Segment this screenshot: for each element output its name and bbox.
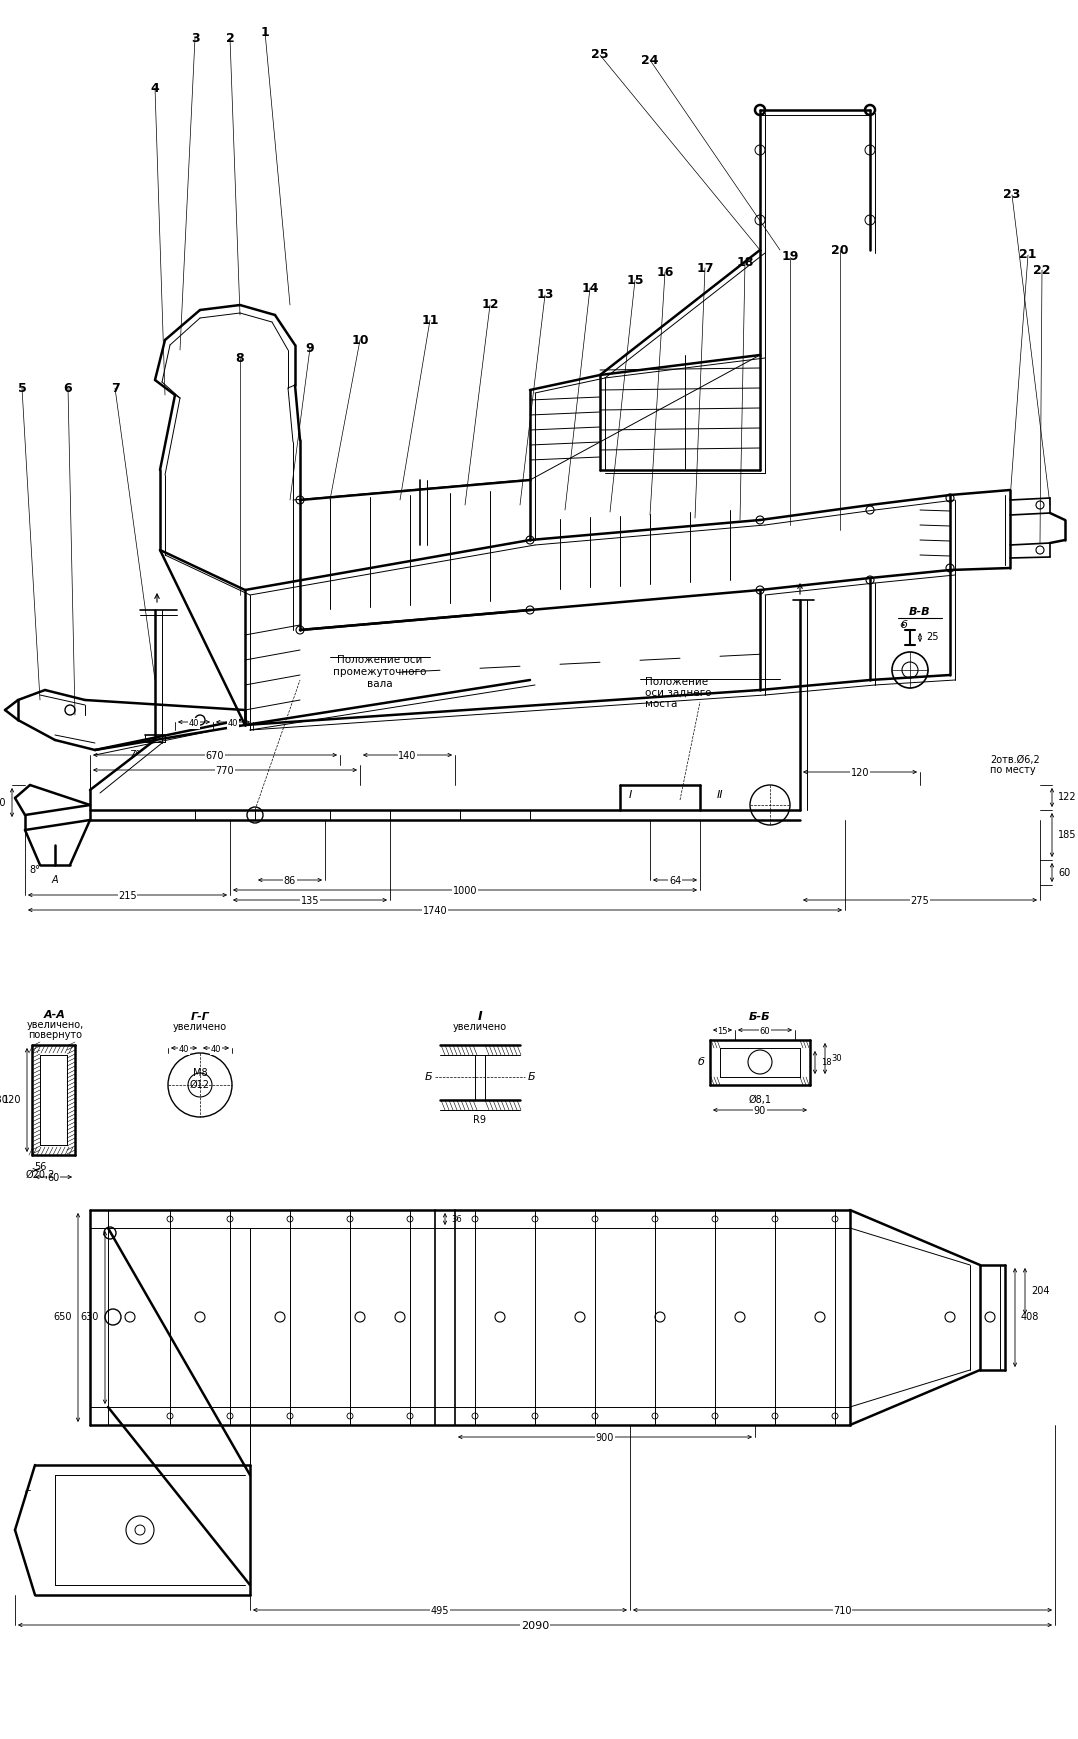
- Text: 140: 140: [398, 751, 417, 762]
- Text: 15: 15: [626, 273, 644, 287]
- Text: 18: 18: [736, 256, 754, 268]
- Text: Ø20,2: Ø20,2: [25, 1170, 55, 1181]
- Text: 19: 19: [782, 250, 799, 264]
- Text: Положение: Положение: [645, 676, 708, 687]
- Text: II: II: [717, 790, 723, 800]
- Text: Положение оси: Положение оси: [337, 656, 423, 664]
- Text: 495: 495: [431, 1607, 450, 1616]
- Text: 40: 40: [211, 1045, 221, 1054]
- Text: 2090: 2090: [521, 1621, 549, 1631]
- Text: моста: моста: [645, 699, 677, 710]
- Text: А: А: [52, 875, 58, 885]
- Text: 25: 25: [926, 633, 939, 642]
- Text: Г-Г: Г-Г: [191, 1012, 209, 1023]
- Text: 8: 8: [236, 351, 245, 365]
- Text: промежуточного: промежуточного: [333, 668, 427, 676]
- Text: Г: Г: [24, 1490, 30, 1501]
- Text: 900: 900: [596, 1433, 614, 1443]
- Text: 135: 135: [301, 896, 319, 906]
- Text: 60: 60: [47, 1174, 59, 1183]
- Text: 60: 60: [760, 1028, 771, 1036]
- Text: 10: 10: [351, 334, 369, 346]
- Text: 64: 64: [668, 876, 681, 885]
- Text: 1740: 1740: [423, 906, 447, 916]
- Text: 23: 23: [1004, 188, 1021, 202]
- Text: 40: 40: [179, 1045, 190, 1054]
- Text: В-В: В-В: [909, 607, 930, 617]
- Text: Б: Б: [425, 1071, 432, 1082]
- Text: 20: 20: [831, 243, 848, 256]
- Text: 2отв.Ø6,2: 2отв.Ø6,2: [990, 755, 1040, 765]
- Text: 40: 40: [189, 718, 199, 729]
- Text: 120: 120: [851, 769, 869, 777]
- Text: 8°: 8°: [29, 864, 41, 875]
- Text: увеличено: увеличено: [172, 1023, 227, 1031]
- Text: А-А: А-А: [44, 1010, 66, 1021]
- Text: I: I: [628, 790, 632, 800]
- Text: увеличено,: увеличено,: [26, 1021, 84, 1029]
- Text: Ø8,1: Ø8,1: [748, 1096, 772, 1104]
- Text: увеличено: увеличено: [453, 1023, 507, 1031]
- Text: 200: 200: [0, 798, 6, 807]
- Text: 25: 25: [591, 49, 609, 61]
- Text: 17: 17: [696, 261, 714, 275]
- Text: 24: 24: [641, 54, 659, 66]
- Text: 185: 185: [1058, 830, 1077, 840]
- Text: 630: 630: [81, 1313, 99, 1322]
- Text: Б: Б: [528, 1071, 536, 1082]
- Text: Ø30: Ø30: [0, 1096, 8, 1104]
- Text: 670: 670: [206, 751, 224, 762]
- Text: 770: 770: [216, 765, 234, 776]
- Text: 650: 650: [54, 1313, 72, 1322]
- Text: 1: 1: [261, 26, 270, 38]
- Text: 3: 3: [191, 31, 199, 45]
- Text: 408: 408: [1021, 1313, 1039, 1322]
- Text: оси заднего: оси заднего: [645, 689, 711, 697]
- Text: 204: 204: [1031, 1287, 1050, 1296]
- Text: I: I: [478, 1010, 482, 1024]
- Text: 90: 90: [754, 1106, 766, 1116]
- Text: Б-Б: Б-Б: [749, 1012, 771, 1023]
- Text: 2: 2: [225, 31, 234, 45]
- Text: 7: 7: [111, 381, 120, 395]
- Text: 6: 6: [64, 381, 72, 395]
- Text: 7°: 7°: [129, 750, 140, 760]
- Text: 710: 710: [833, 1607, 852, 1616]
- Text: 15: 15: [717, 1028, 728, 1036]
- Text: по месту: по месту: [990, 765, 1036, 776]
- Text: б: б: [901, 621, 908, 630]
- Text: 4: 4: [151, 82, 160, 94]
- Text: 18: 18: [821, 1057, 831, 1068]
- Text: 275: 275: [911, 896, 929, 906]
- Text: 5: 5: [17, 381, 26, 395]
- Text: 215: 215: [119, 890, 137, 901]
- Text: вала: вала: [368, 678, 392, 689]
- Text: 60: 60: [1058, 868, 1070, 878]
- Text: 40: 40: [227, 718, 238, 729]
- Text: 22: 22: [1033, 264, 1051, 277]
- Text: 1000: 1000: [453, 885, 478, 896]
- Text: 9: 9: [306, 341, 315, 355]
- Text: б: б: [699, 1057, 705, 1068]
- Text: Ø12: Ø12: [190, 1080, 210, 1090]
- Text: R9: R9: [473, 1115, 486, 1125]
- Text: М8: М8: [193, 1068, 207, 1078]
- Text: 122: 122: [1058, 793, 1077, 802]
- Text: 56: 56: [33, 1162, 46, 1172]
- Text: 16: 16: [657, 266, 674, 278]
- Text: 36: 36: [451, 1214, 461, 1224]
- Text: 11: 11: [421, 313, 439, 327]
- Text: 21: 21: [1020, 249, 1037, 261]
- Text: повернуто: повернуто: [28, 1029, 82, 1040]
- Text: 86: 86: [284, 876, 296, 885]
- Text: 14: 14: [581, 282, 598, 294]
- Text: 12: 12: [481, 299, 499, 311]
- Text: 13: 13: [537, 289, 554, 301]
- Text: 30: 30: [831, 1054, 842, 1063]
- Text: 120: 120: [2, 1096, 20, 1104]
